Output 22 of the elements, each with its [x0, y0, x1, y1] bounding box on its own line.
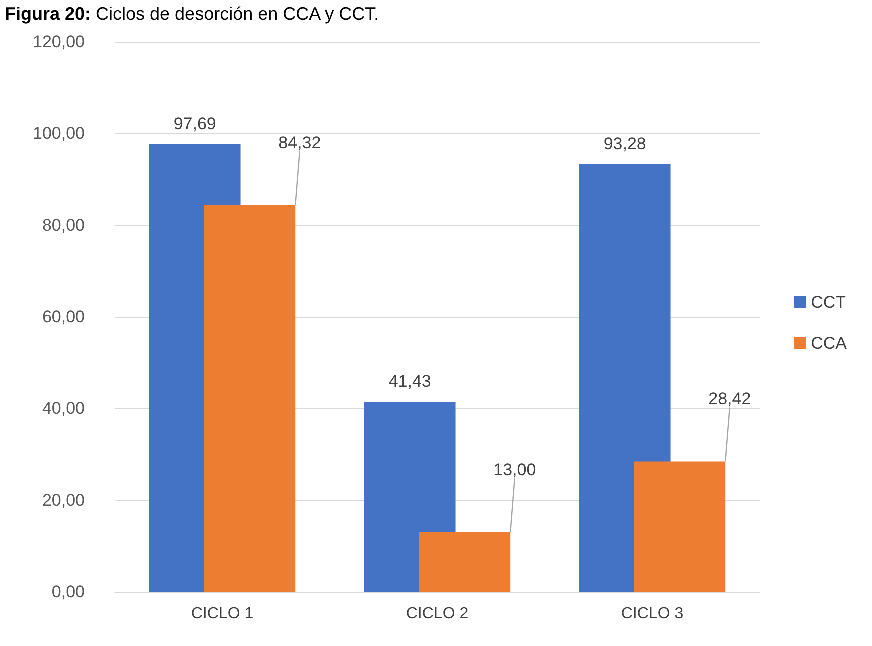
- y-tick-label: 100,00: [33, 124, 85, 144]
- y-tick-label: 80,00: [42, 216, 85, 235]
- x-tick-label: CICLO 1: [191, 606, 254, 622]
- y-tick-label: 120,00: [33, 32, 85, 52]
- legend-label: CCT: [811, 293, 846, 312]
- y-tick-label: 60,00: [42, 308, 85, 326]
- x-tick-label: CICLO 3: [621, 606, 684, 622]
- data-label: 93,28: [604, 134, 646, 154]
- y-tick-label: 0,00: [52, 582, 85, 602]
- legend-label: CCA: [811, 334, 848, 353]
- x-tick-label: CICLO 2: [406, 606, 469, 622]
- data-label: 84,32: [278, 134, 322, 153]
- chart-title: Figura 20: Ciclos de desorción en CCA y CCT.: [5, 4, 380, 24]
- y-tick-label: 20,00: [42, 490, 85, 510]
- data-label: 13,00: [494, 460, 536, 480]
- data-label: 97,69: [174, 114, 216, 134]
- bar: [419, 532, 511, 592]
- data-label: 28,42: [708, 390, 752, 409]
- bar: [634, 462, 726, 592]
- bar: [204, 206, 296, 592]
- data-label: 41,43: [388, 372, 432, 392]
- y-tick-label: 40,00: [42, 399, 85, 418]
